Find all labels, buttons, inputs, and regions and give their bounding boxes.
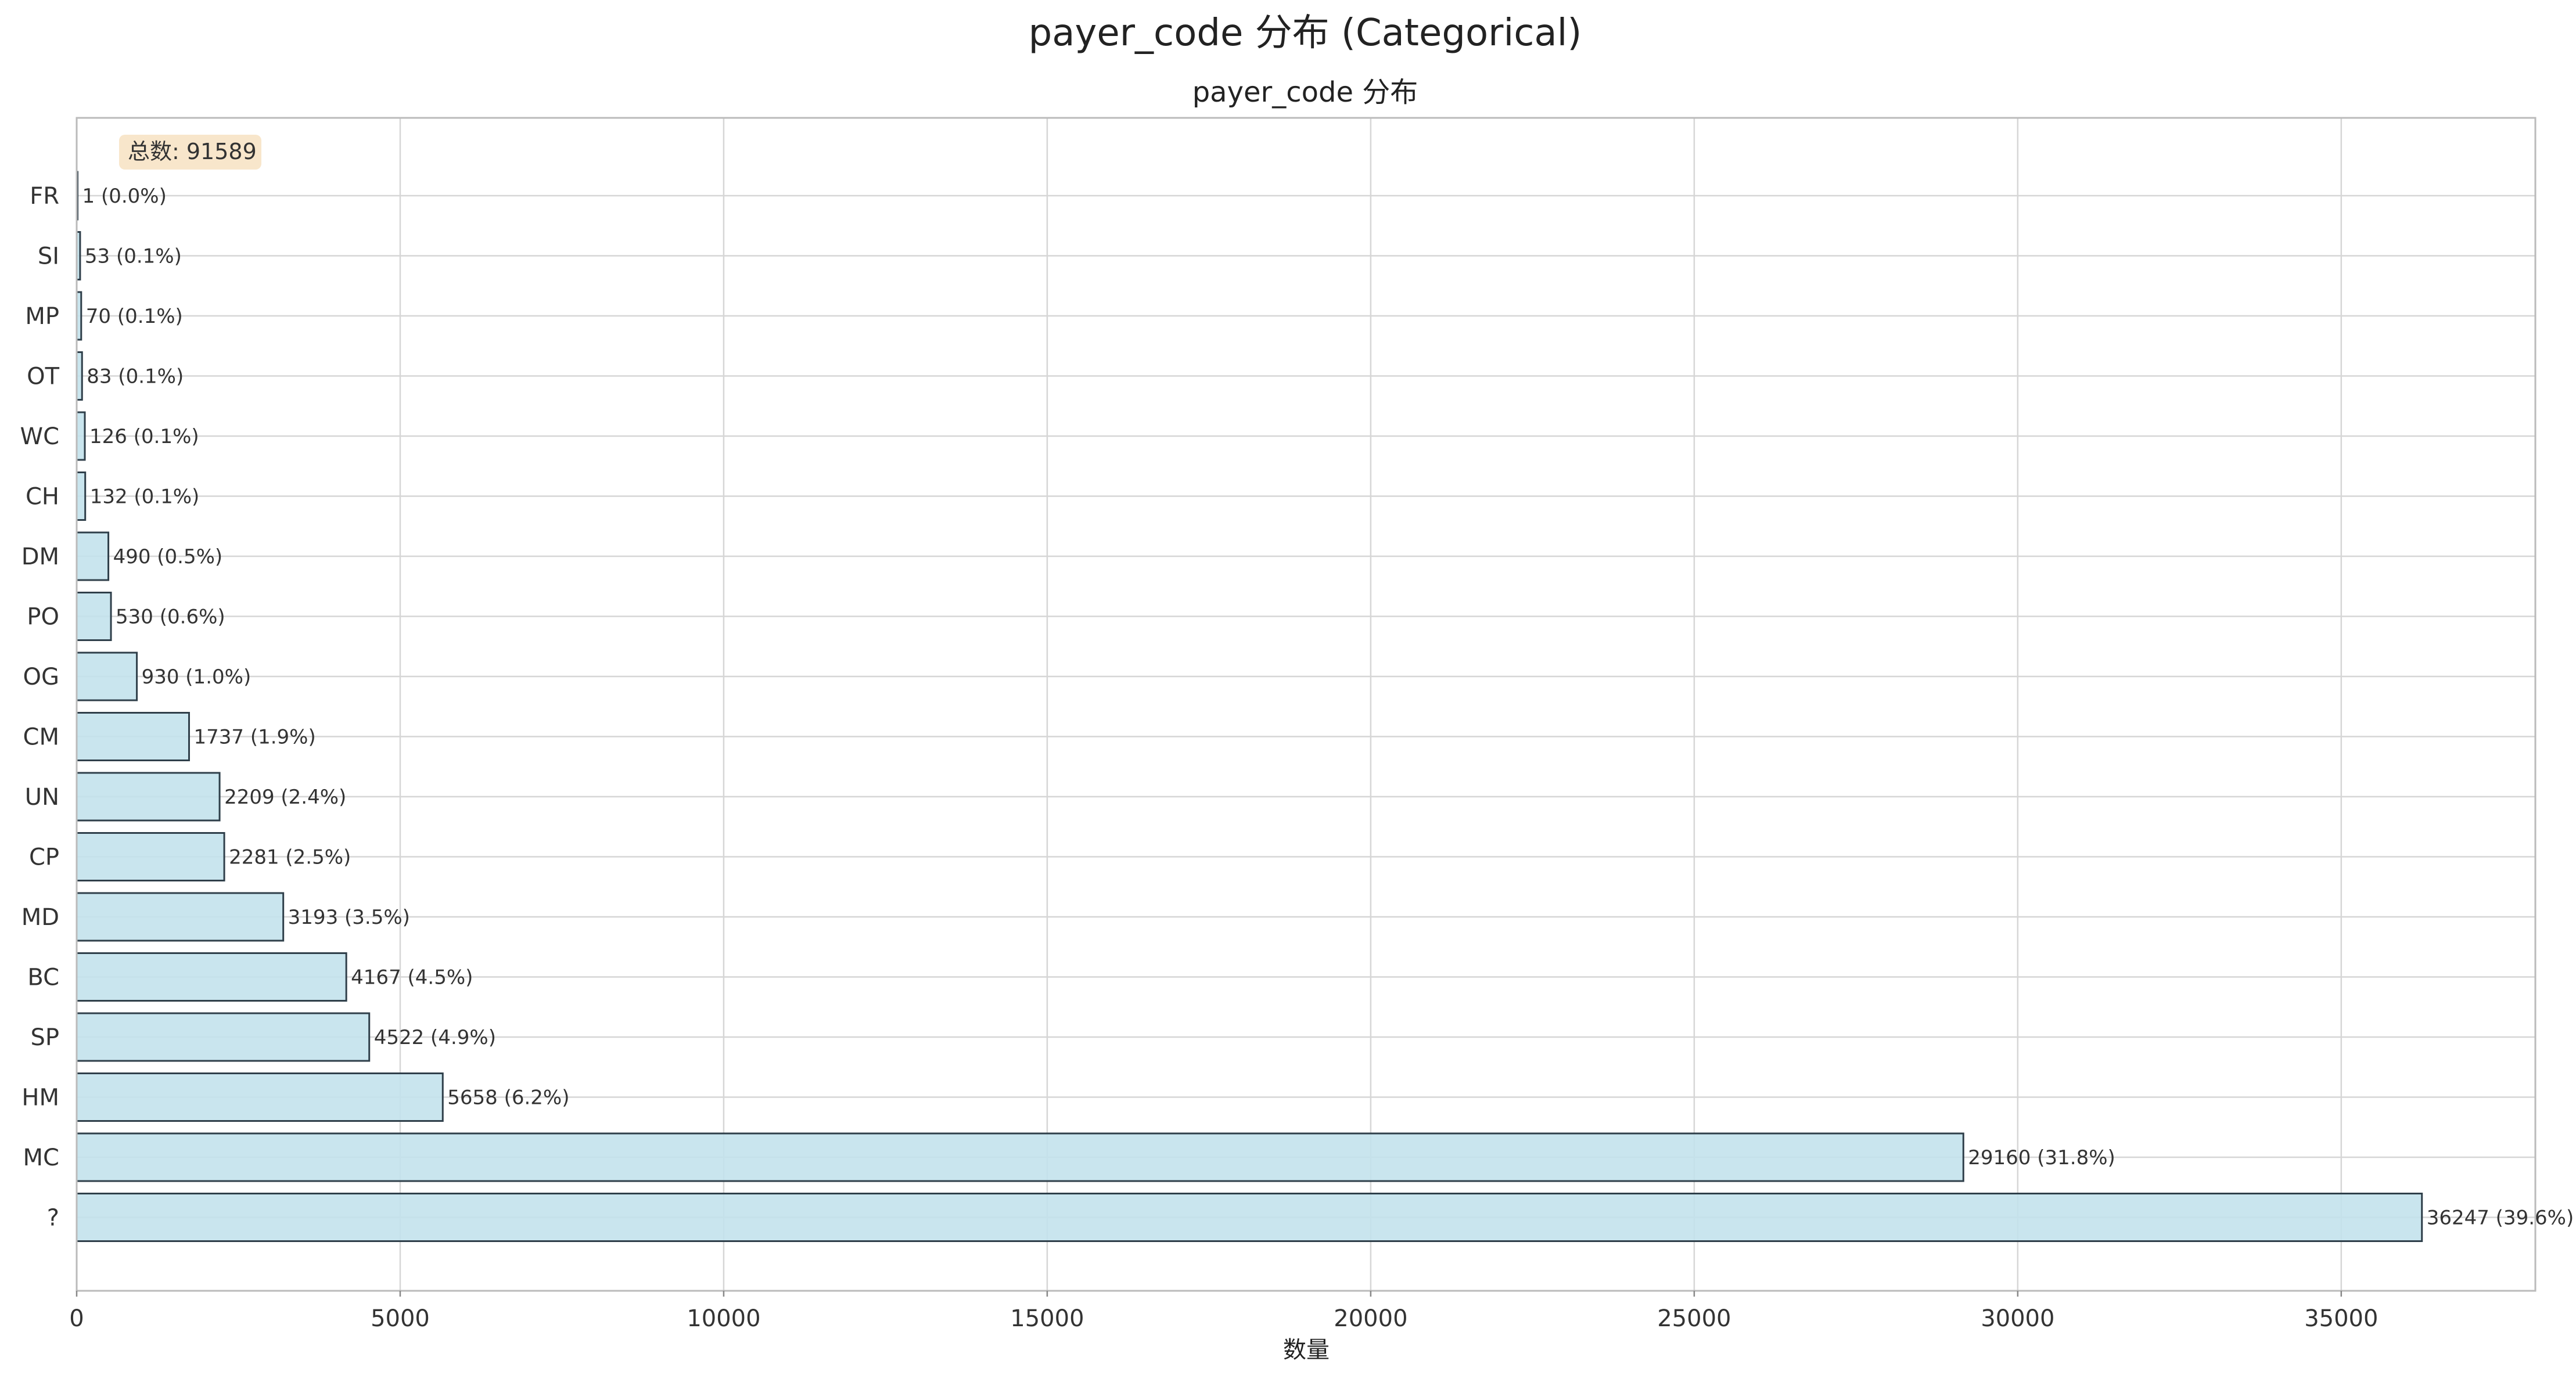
total-count-box: 总数: 91589 xyxy=(119,135,261,170)
bar-5 xyxy=(76,471,87,521)
y-tick-label-15: HM xyxy=(21,1085,59,1111)
x-tick-label-4: 20000 xyxy=(1334,1305,1407,1332)
x-tick-label-0: 0 xyxy=(69,1305,84,1332)
x-tick-label-1: 5000 xyxy=(371,1305,430,1332)
bar-label-14: 4522 (4.9%) xyxy=(374,1026,496,1049)
plot-frame xyxy=(76,117,2537,1292)
y-tick-label-8: OG xyxy=(23,664,59,690)
bar-label-5: 132 (0.1%) xyxy=(90,485,200,509)
bar-label-13: 4167 (4.5%) xyxy=(351,966,473,989)
bar-label-1: 53 (0.1%) xyxy=(85,245,182,268)
y-tick-label-14: SP xyxy=(30,1024,59,1051)
bar-17 xyxy=(76,1193,2423,1242)
bar-9 xyxy=(76,712,190,761)
bar-13 xyxy=(76,952,347,1002)
y-tick-label-5: CH xyxy=(26,484,59,510)
y-tick-label-3: OT xyxy=(27,363,59,390)
y-tick-label-16: MC xyxy=(23,1144,59,1171)
y-tick-label-13: BC xyxy=(27,964,59,991)
bar-label-16: 29160 (31.8%) xyxy=(1968,1146,2115,1169)
bar-label-9: 1737 (1.9%) xyxy=(193,726,315,749)
bar-6 xyxy=(76,531,110,581)
chart-title: payer_code 分布 xyxy=(1192,76,1418,109)
y-tick-label-9: CM xyxy=(23,724,59,751)
bar-label-6: 490 (0.5%) xyxy=(113,545,223,568)
bar-7 xyxy=(76,592,112,641)
x-tick-labels: 0 5000 10000 15000 20000 25000 30000 35000 xyxy=(69,1291,2378,1332)
chart-suptitle: payer_code 分布 (Categorical) xyxy=(1029,12,1582,55)
bar-8 xyxy=(76,651,138,701)
bar-label-12: 3193 (3.5%) xyxy=(288,906,410,929)
x-tick-label-3: 15000 xyxy=(1010,1305,1084,1332)
bar-label-8: 930 (1.0%) xyxy=(142,665,252,689)
y-tick-label-10: UN xyxy=(25,784,59,811)
y-tick-label-1: SI xyxy=(38,243,59,270)
y-tick-labels: FR SI MP OT WC CH DM PO OG CM UN CP MD BC SP HM MC? xyxy=(20,183,60,1232)
bar-label-10: 2209 (2.4%) xyxy=(224,786,346,809)
y-tick-label-0: FR xyxy=(30,183,59,210)
bar-label-0: 1 (0.0%) xyxy=(82,185,167,208)
bar-label-3: 83 (0.1%) xyxy=(87,365,184,388)
y-tick-label-12: MD xyxy=(21,904,59,931)
bar-label-2: 70 (0.1%) xyxy=(86,305,183,328)
grid-lines xyxy=(76,118,2535,1291)
bar-10 xyxy=(76,772,221,822)
y-tick-label-4: WC xyxy=(20,423,59,450)
x-tick-label-2: 10000 xyxy=(687,1305,760,1332)
x-tick-label-7: 35000 xyxy=(2304,1305,2378,1332)
bar-14 xyxy=(76,1012,371,1062)
bar-label-11: 2281 (2.5%) xyxy=(229,846,351,869)
total-count-background xyxy=(119,135,261,170)
bar-labels-group: 1 (0.0%) 53 (0.1%) 70 (0.1%) 83 (0.1%) 126 (… xyxy=(82,185,2574,1230)
x-tick-label-6: 30000 xyxy=(1981,1305,2054,1332)
bar-16 xyxy=(76,1132,1964,1182)
bars-group xyxy=(76,171,2423,1242)
bar-label-4: 126 (0.1%) xyxy=(89,425,199,448)
bar-15 xyxy=(76,1072,444,1122)
x-axis-label: 数量 xyxy=(1283,1337,1330,1363)
total-count-label: 总数: 91589 xyxy=(128,139,257,164)
bar-12 xyxy=(76,892,285,942)
y-tick-label-2: MP xyxy=(25,303,59,330)
bar-label-17: 36247 (39.6%) xyxy=(2427,1207,2574,1230)
bar-label-15: 5658 (6.2%) xyxy=(447,1086,569,1110)
y-tick-label-6: DM xyxy=(21,543,59,570)
y-tick-label-17: ? xyxy=(47,1205,59,1232)
bar-11 xyxy=(76,832,225,881)
bar-label-7: 530 (0.6%) xyxy=(116,606,225,629)
y-tick-label-11: CP xyxy=(29,844,59,871)
x-tick-label-5: 25000 xyxy=(1657,1305,1731,1332)
bar-4 xyxy=(76,411,86,461)
y-tick-label-7: PO xyxy=(27,604,59,631)
